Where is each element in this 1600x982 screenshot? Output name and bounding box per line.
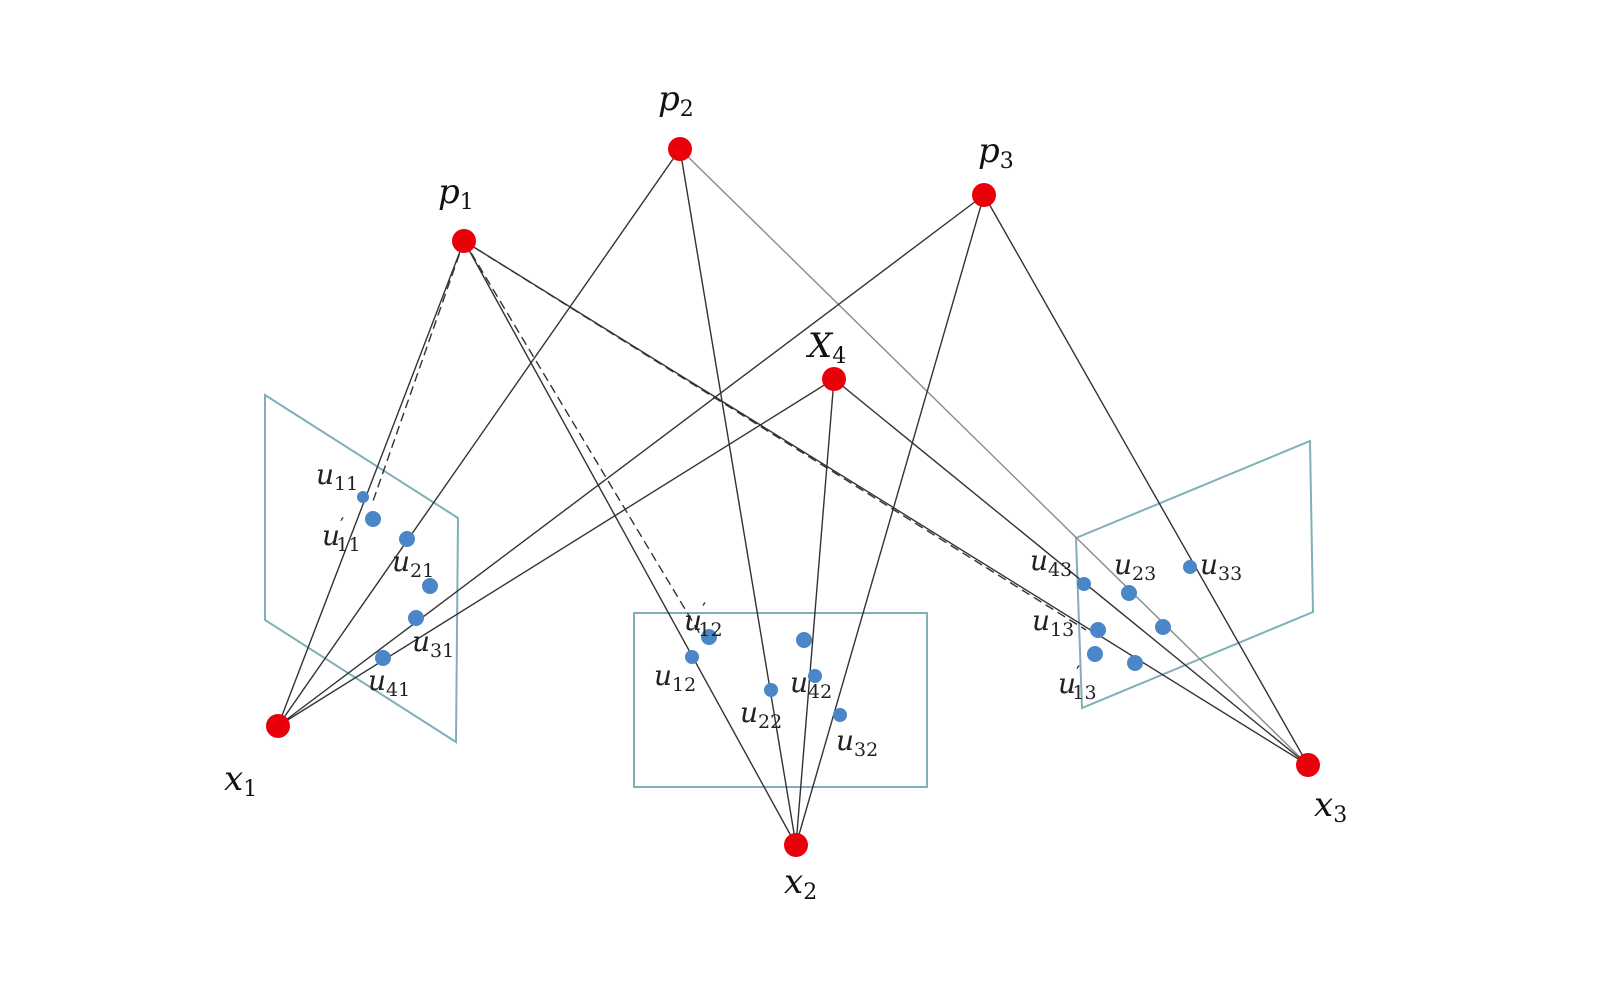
ray-X4-x2 [795,378,835,846]
ray-p1-x1-dashed [371,240,465,505]
proj-u12-prime [701,629,717,645]
ray-p2-x2 [679,148,797,846]
point-p3 [972,183,996,207]
label-u12-prime: u′ 12 [684,599,723,641]
label-x2: x2 [784,862,817,905]
proj-u13-observed [1155,619,1171,635]
projections [357,491,1197,722]
point-p1 [452,229,476,253]
ray-X4-x3 [833,378,1309,766]
ray-p1-x2-dashed [463,240,701,635]
ray-p3-x1 [277,194,985,727]
label-u31: u31 [412,625,454,662]
label-u41: u41 [368,664,410,701]
label-x1: x1 [224,759,257,802]
proj-u13-prime [1087,646,1103,662]
ray-p1-x2 [463,240,797,846]
label-u42: u42 [790,666,832,703]
label-u12: u12 [654,659,696,696]
proj-u33 [1183,560,1197,574]
label-u21: u21 [392,545,434,582]
ray-p1-x1 [277,240,465,727]
ray-p1-x3 [463,240,1309,766]
label-p3: p3 [978,131,1014,174]
ray-X4-x1 [277,378,835,727]
camera-x2 [784,833,808,857]
proj-u32 [833,708,847,722]
image-plane-3 [1074,439,1315,710]
proj-u22 [764,683,778,697]
proj-u43 [1077,577,1091,591]
proj-X4-observed [796,632,812,648]
label-u32: u32 [836,724,878,761]
point-X4 [822,367,846,391]
label-u22: u22 [740,696,782,733]
label-u43: u43 [1030,544,1072,581]
camera-x1 [266,714,290,738]
label-u13-prime: u′ 13 [1058,662,1097,704]
label-X4: X4 [805,326,846,369]
camera-x3 [1296,753,1320,777]
ray-p2-x3 [679,148,1309,766]
proj-u12 [685,650,699,664]
ray-p2-x1 [277,148,681,727]
ray-p1-x3-dashed [463,240,1087,631]
image-plane-1 [264,393,460,744]
label-u23: u23 [1114,548,1156,585]
proj-u21-observed [422,578,438,594]
proj-u31 [408,610,424,626]
points [266,137,1320,857]
label-p2: p2 [658,79,694,122]
proj-u41 [375,650,391,666]
label-u33: u33 [1200,548,1242,585]
label-p1: p1 [438,172,474,215]
label-x3: x3 [1314,785,1347,828]
proj-u23 [1121,585,1137,601]
proj-u11 [357,491,369,503]
label-u11: u11 [316,458,358,495]
ray-p3-x2 [795,194,985,846]
proj-u13 [1090,622,1106,638]
proj-u11-prime [365,511,381,527]
proj-u21 [399,531,415,547]
image-plane-2 [633,612,928,788]
label-u13: u13 [1032,604,1074,641]
ray-p3-x3 [983,194,1309,766]
proj-u42 [808,669,822,683]
proj-u-extra [1127,655,1143,671]
label-u11-prime: u′ 11 [322,514,361,556]
point-p2 [668,137,692,161]
